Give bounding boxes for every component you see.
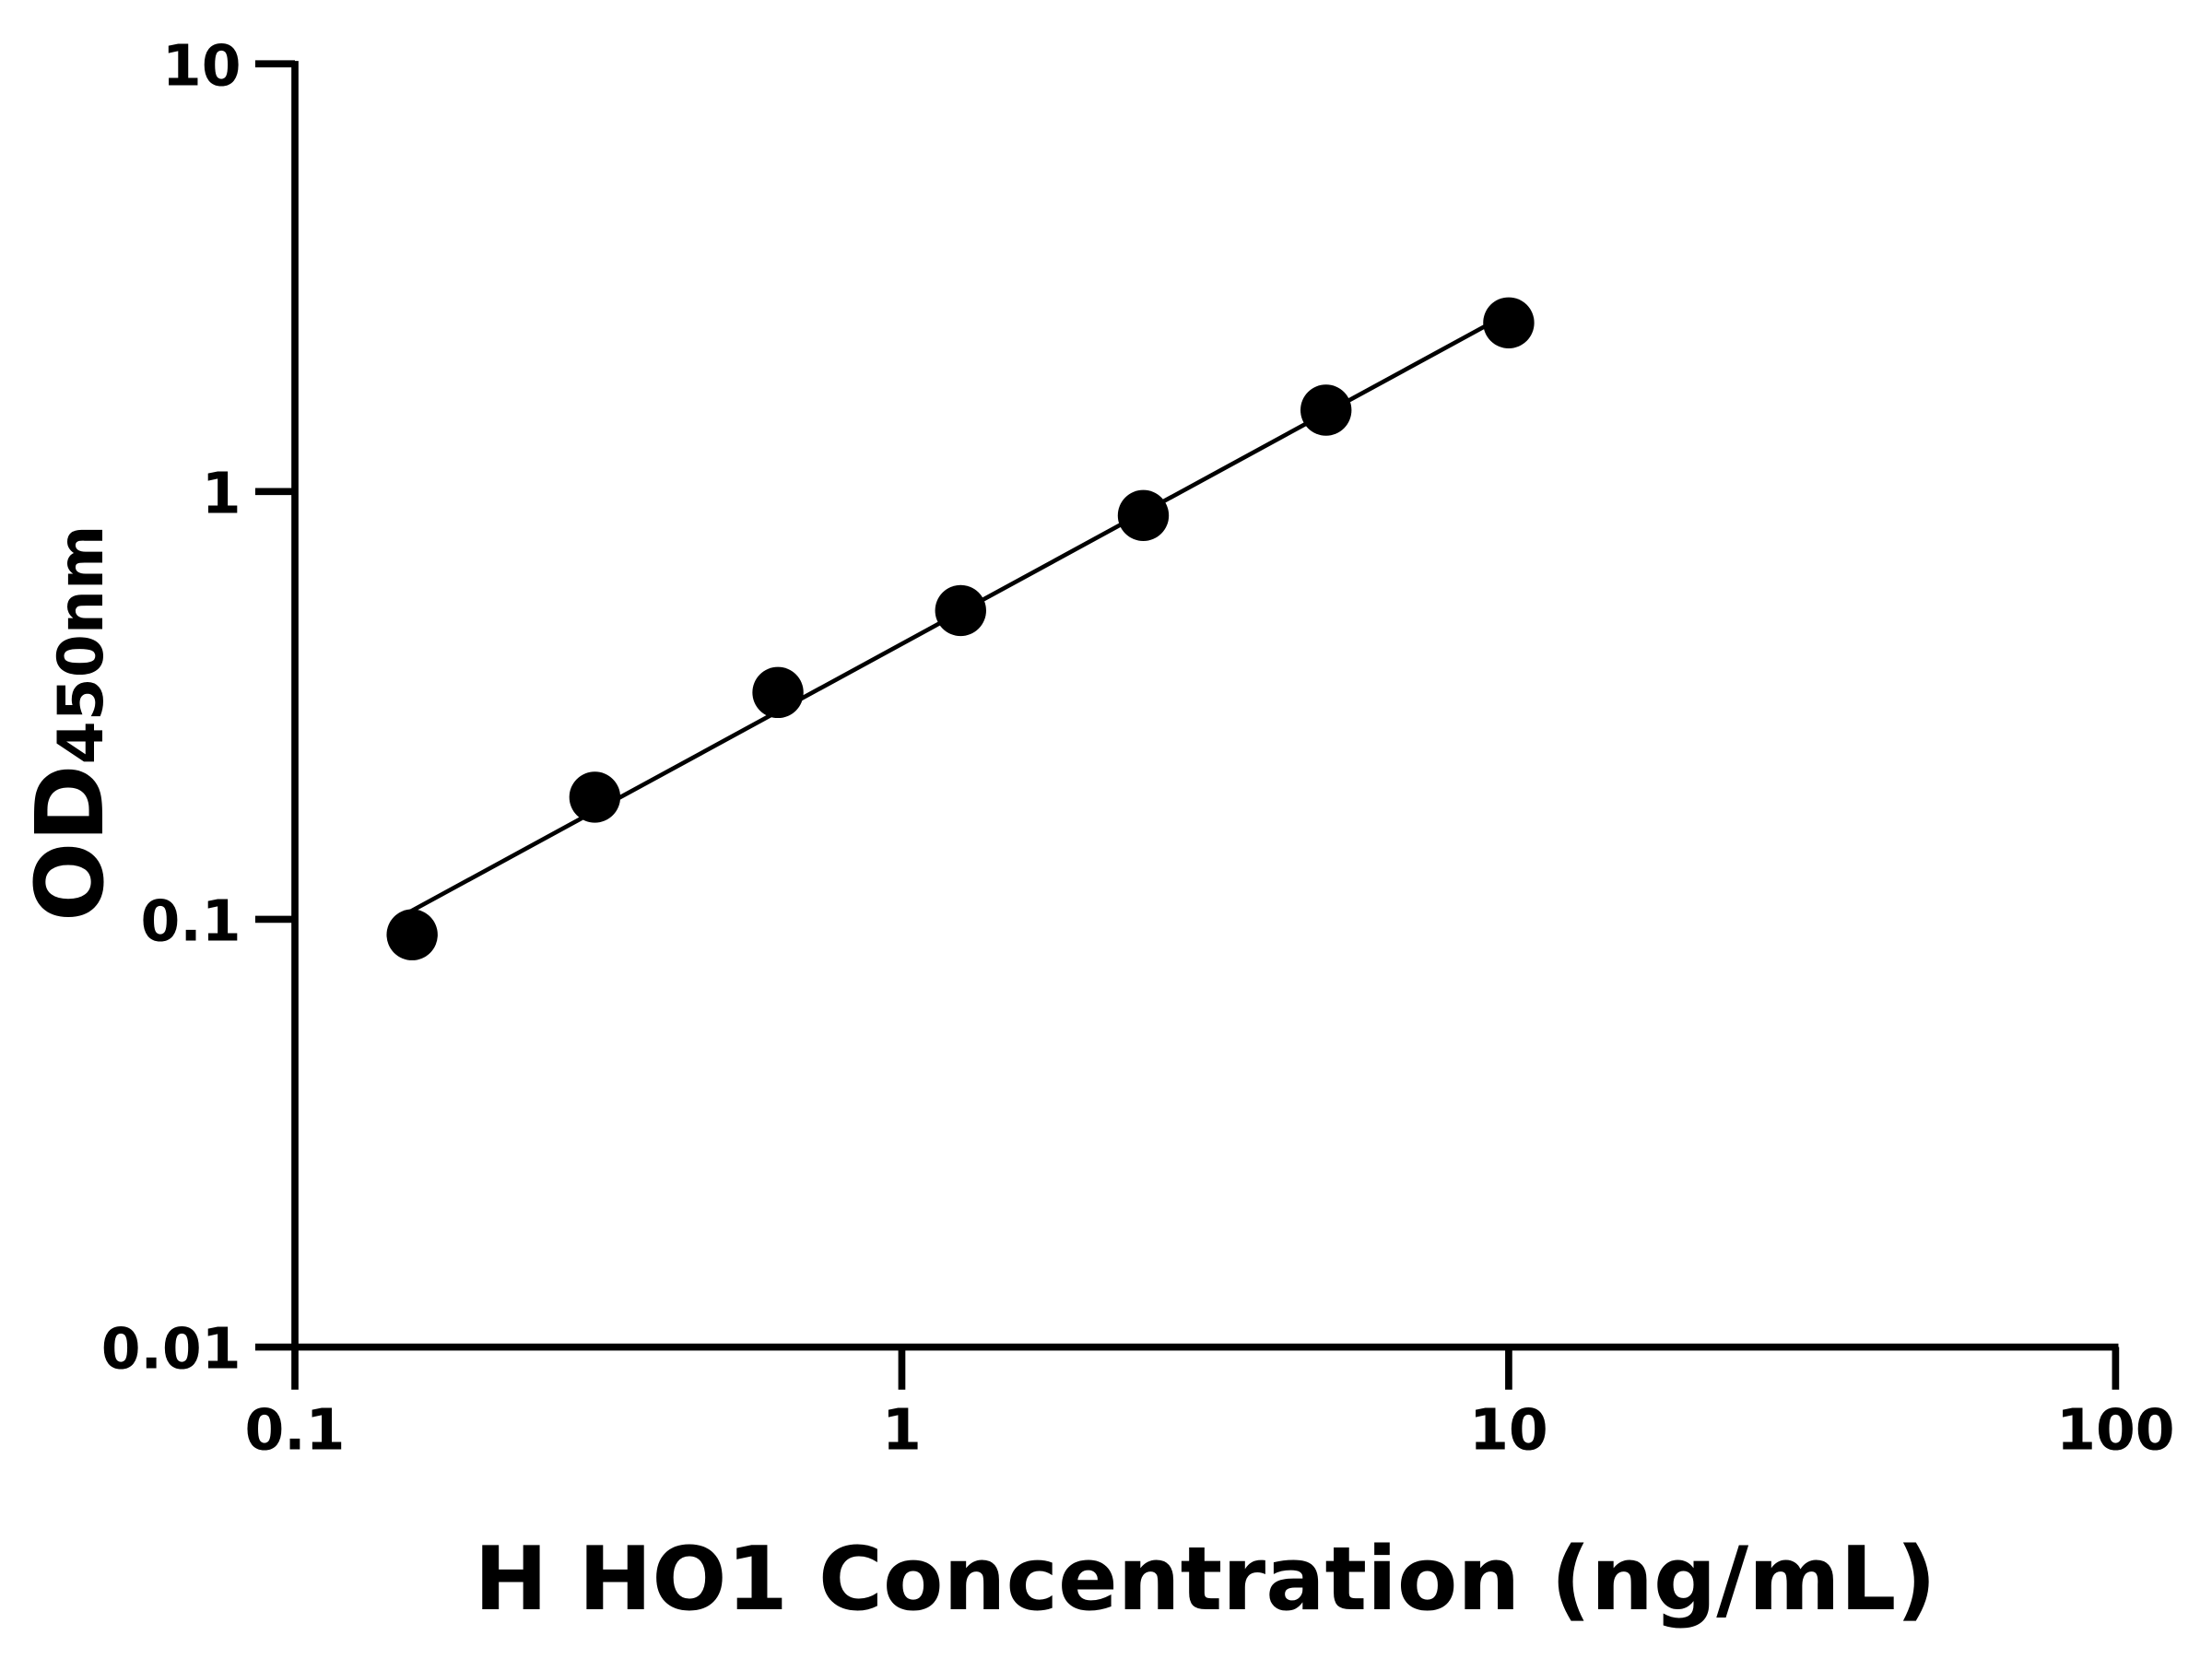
- data-point: [752, 666, 804, 719]
- y-axis-label-sub: 450nm: [44, 524, 117, 764]
- data-point: [386, 909, 438, 960]
- y-tick-label: 0.1: [141, 888, 241, 955]
- y-tick-label: 1: [202, 460, 241, 526]
- x-tick-label: 10: [1469, 1396, 1548, 1463]
- x-tick-label: 0.1: [245, 1396, 346, 1463]
- x-tick-label: 100: [2056, 1396, 2174, 1463]
- data-point: [1483, 297, 1535, 348]
- data-point: [1117, 489, 1170, 542]
- x-axis-label: H HO1 Concentration (ng/mL): [475, 1528, 1936, 1630]
- x-tick-label: 1: [882, 1396, 922, 1463]
- data-point: [569, 771, 621, 823]
- data-point: [1300, 384, 1352, 436]
- y-tick-label: 10: [162, 32, 241, 99]
- y-axis-label-main: OD: [16, 764, 124, 922]
- data-point: [935, 584, 986, 637]
- y-tick-label: 0.01: [101, 1316, 241, 1382]
- y-axis-label: OD450nm: [16, 524, 124, 922]
- axes: [291, 61, 2119, 1351]
